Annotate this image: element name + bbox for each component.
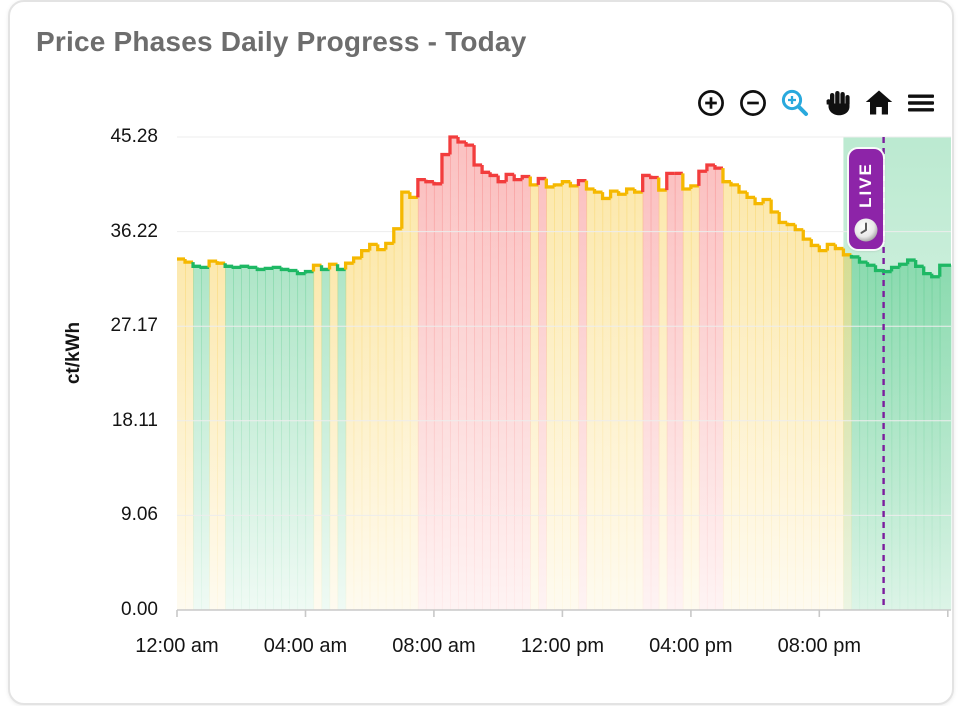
x-tick-label: 12:00 am <box>135 635 219 657</box>
y-tick-label: 9.06 <box>121 504 158 526</box>
y-tick-label: 27.17 <box>110 315 158 337</box>
y-axis-title: ct/kWh <box>63 321 84 385</box>
home-icon[interactable] <box>862 86 896 120</box>
x-tick-label: 04:00 am <box>263 635 348 657</box>
pan-icon[interactable] <box>820 86 854 120</box>
y-tick-label: 0.00 <box>121 599 158 620</box>
zoom-in-icon[interactable] <box>694 86 728 120</box>
y-tick-label: 18.11 <box>111 409 158 431</box>
zoom-out-icon[interactable] <box>736 86 770 120</box>
chart-card: Price Phases Daily Progress - Today <box>8 0 954 705</box>
x-tick-label: 08:00 pm <box>777 635 861 657</box>
x-tick-label: 12:00 pm <box>520 635 605 657</box>
clock-icon <box>854 218 878 242</box>
price-phase-chart[interactable] <box>10 2 960 706</box>
x-tick-label: 08:00 am <box>392 635 476 657</box>
live-badge-label: LIVE <box>855 162 875 208</box>
page-title: Price Phases Daily Progress - Today <box>36 26 527 57</box>
y-tick-label: 45.28 <box>110 126 158 147</box>
chart-toolbar <box>694 86 938 120</box>
menu-icon[interactable] <box>904 86 938 120</box>
y-tick-label: 36.22 <box>110 220 158 242</box>
box-zoom-icon[interactable] <box>778 86 812 120</box>
live-badge: LIVE <box>848 149 883 249</box>
x-tick-label: 04:00 pm <box>649 635 733 657</box>
